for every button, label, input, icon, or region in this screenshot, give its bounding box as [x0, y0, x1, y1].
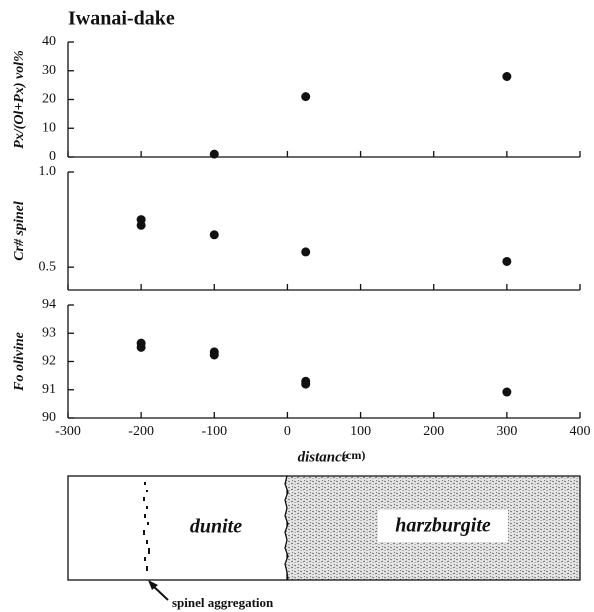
point	[209, 230, 219, 240]
y-tick-label: 0.5	[39, 259, 57, 274]
x-tick-label: -200	[128, 424, 154, 439]
y-tick-label: 93	[42, 325, 56, 340]
y-tick-label: 30	[42, 63, 56, 78]
point	[136, 220, 146, 230]
point	[301, 247, 311, 257]
dunite-label: dunite	[190, 516, 242, 538]
label-bg	[378, 510, 508, 542]
x-tick-label: -100	[201, 424, 227, 439]
y-tick-label: 92	[42, 354, 56, 369]
y-tick-label: 94	[42, 297, 56, 312]
x-tick-label: -300	[55, 424, 81, 439]
pointer-label: spinel aggregation	[172, 595, 274, 610]
x-tick-label: 200	[423, 424, 444, 439]
x-axis-label: distance	[298, 449, 349, 465]
point	[209, 350, 219, 360]
y-tick-label: 1.0	[39, 164, 57, 179]
y-axis-label: Cr# spinel	[12, 201, 27, 261]
y-tick-label: 20	[42, 92, 56, 107]
point	[301, 92, 311, 102]
point	[301, 379, 311, 389]
y-tick-label: 10	[42, 120, 56, 135]
x-axis-unit: (cm)	[342, 448, 365, 462]
harzburgite-label: harzburgite	[395, 515, 491, 537]
y-tick-label: 0	[49, 149, 56, 164]
point	[502, 387, 512, 397]
y-axis-label: Fo olivine	[12, 332, 27, 392]
y-tick-label: 40	[42, 34, 56, 49]
x-tick-label: 0	[284, 424, 291, 439]
point	[502, 256, 512, 266]
point	[209, 149, 219, 159]
point	[502, 72, 512, 81]
x-tick-label: 400	[570, 424, 591, 439]
spinel-aggregation	[143, 482, 150, 571]
arrow-head	[148, 580, 158, 590]
point	[136, 342, 146, 352]
x-tick-label: 100	[350, 424, 371, 439]
y-tick-label: 91	[42, 382, 56, 397]
y-tick-label: 90	[42, 410, 56, 425]
label-bg	[176, 512, 256, 542]
x-tick-label: 300	[496, 424, 517, 439]
chart-title: Iwanai-dake	[68, 8, 175, 30]
y-axis-label: Px/(Ol+Px) vol%	[12, 50, 27, 149]
